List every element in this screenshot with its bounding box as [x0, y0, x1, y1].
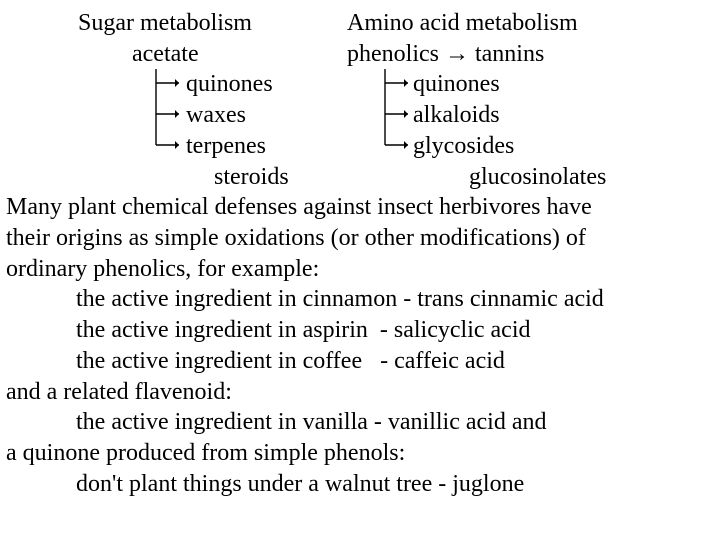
- paragraph: Many plant chemical defenses against ins…: [6, 192, 714, 284]
- right-root: phenolics → tannins: [341, 39, 714, 70]
- para-line-2: ordinary phenolics, for example:: [6, 254, 714, 285]
- left-root: acetate: [6, 39, 341, 70]
- left-branch-block: quinoneswaxesterpenes: [6, 69, 341, 161]
- example-line-2: the active ingredient in coffee - caffei…: [6, 346, 714, 377]
- flavenoid-example: the active ingredient in vanilla - vanil…: [6, 407, 714, 438]
- examples-block: the active ingredient in cinnamon - tran…: [6, 284, 714, 376]
- left-heading: Sugar metabolism: [6, 8, 341, 39]
- quinone-intro: a quinone produced from simple phenols:: [6, 438, 714, 469]
- flavenoid-intro: and a related flavenoid:: [6, 377, 714, 408]
- quinone-example: don't plant things under a walnut tree -…: [6, 469, 714, 500]
- example-line-0: the active ingredient in cinnamon - tran…: [6, 284, 714, 315]
- para-line-0: Many plant chemical defenses against ins…: [6, 192, 714, 223]
- right-heading: Amino acid metabolism: [341, 8, 714, 39]
- right-sub: glucosinolates: [341, 162, 714, 193]
- right-root-arrow: →: [445, 41, 469, 67]
- right-branch-svg: [383, 69, 423, 165]
- right-column: Amino acid metabolism phenolics → tannin…: [341, 8, 714, 192]
- example-line-1: the active ingredient in aspirin - salic…: [6, 315, 714, 346]
- metabolism-columns: Sugar metabolism acetate quinoneswaxeste…: [6, 8, 714, 192]
- left-branch-svg: [154, 69, 194, 165]
- right-root-post: tannins: [469, 41, 544, 67]
- right-root-pre: phenolics: [347, 41, 445, 67]
- left-column: Sugar metabolism acetate quinoneswaxeste…: [6, 8, 341, 192]
- left-sub: steroids: [6, 162, 341, 193]
- right-branch-block: quinonesalkaloidsglycosides: [341, 69, 714, 161]
- para-line-1: their origins as simple oxidations (or o…: [6, 223, 714, 254]
